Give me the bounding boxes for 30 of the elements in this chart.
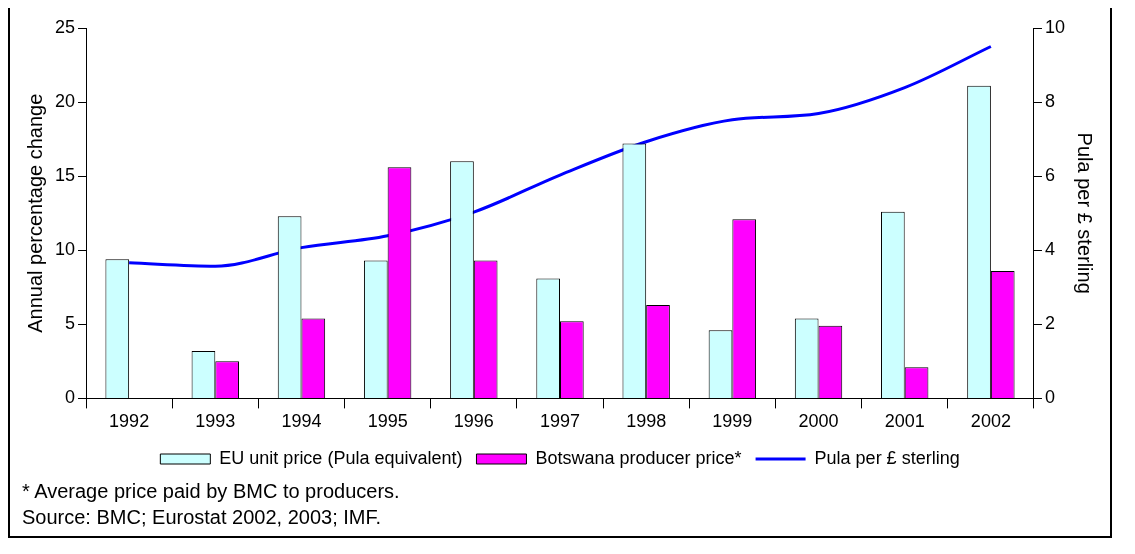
y-tick-label: 0	[65, 387, 76, 408]
y-tick-label: 25	[54, 16, 76, 37]
x-tick-label: 1999	[712, 411, 753, 432]
y2-tick-label: 8	[1044, 91, 1055, 112]
y2-tick-label: 6	[1044, 165, 1055, 186]
x-tick-label: 1992	[109, 411, 150, 432]
x-tick-label: 1996	[453, 411, 494, 432]
y2-tick-label: 4	[1044, 239, 1055, 260]
x-tick-label: 2002	[970, 411, 1011, 432]
legend-label: Botswana producer price*	[535, 447, 742, 468]
y2-tick-label: 10	[1044, 16, 1066, 37]
y2-tick-label: 0	[1044, 387, 1055, 408]
x-tick-label: 1997	[539, 411, 581, 432]
legend-label: EU unit price (Pula equivalent)	[219, 447, 463, 468]
x-tick-label: 1998	[626, 411, 667, 432]
source-note: Source: BMC; Eurostat 2002, 2003; IMF.	[22, 505, 383, 530]
x-tick-label: 1994	[281, 411, 322, 432]
x-tick-label: 2001	[884, 411, 925, 432]
legend-label: Pula per £ sterling	[814, 447, 960, 468]
y-tick-label: 20	[54, 91, 76, 112]
x-tick-label: 1993	[195, 411, 236, 432]
y-tick-label: 5	[65, 313, 76, 334]
y-axis-title: Annual percentage change	[23, 93, 46, 333]
text: * Average price paid by BMC to producers.	[22, 479, 401, 504]
x-tick-label: 1995	[367, 411, 408, 432]
x-tick-label: 2000	[798, 411, 839, 432]
y2-tick-label: 2	[1044, 313, 1055, 334]
y-tick-label: 15	[54, 165, 76, 186]
y-tick-label: 10	[54, 239, 76, 260]
y2-axis-title: Pula per £ sterling	[1074, 132, 1097, 294]
